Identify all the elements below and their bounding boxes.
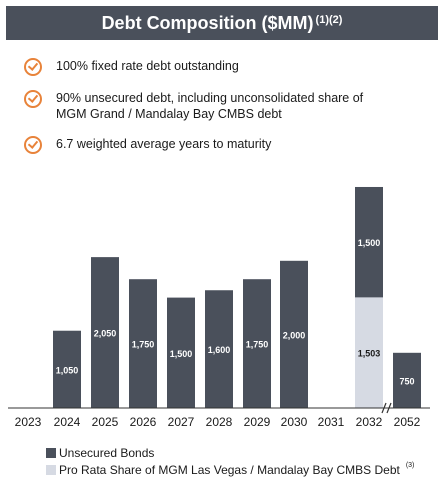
data-label-cmbs-2032: 1,503 (358, 349, 381, 359)
axis-break-mark (386, 402, 392, 414)
bar-unsecured-2024 (53, 330, 81, 408)
axis-break-mark (381, 402, 387, 414)
bar-unsecured-2026 (129, 279, 157, 408)
chart-title-footnote: (1)(2) (315, 14, 343, 26)
data-label-2028: 1,600 (208, 345, 231, 355)
legend-swatch (46, 465, 56, 475)
highlights-list: 100% fixed rate debt outstanding 90% uns… (24, 58, 434, 168)
bar-unsecured-2025 (91, 257, 119, 408)
legend-item-cmbs: Pro Rata Share of MGM Las Vegas / Mandal… (46, 461, 415, 477)
x-tick-label-2024: 2024 (54, 415, 81, 429)
x-tick-label-2023: 2023 (15, 415, 42, 429)
data-label-2025: 2,050 (94, 329, 117, 339)
x-tick-label-2031: 2031 (318, 415, 345, 429)
x-tick-label-2026: 2026 (130, 415, 157, 429)
bar-unsecured-2032 (355, 186, 383, 298)
data-label-2029: 1,750 (246, 340, 269, 350)
legend-item-unsecured: Unsecured Bonds (46, 446, 154, 460)
bar-unsecured-2030 (280, 260, 308, 408)
data-label-2027: 1,500 (170, 349, 193, 359)
highlight-item: 90% unsecured debt, including unconsolid… (24, 90, 434, 122)
data-label-2052: 750 (399, 376, 414, 386)
legend-swatch (46, 448, 56, 458)
x-tick-label-2030: 2030 (281, 415, 308, 429)
x-tick-label-2025: 2025 (92, 415, 119, 429)
check-circle-icon (24, 90, 42, 108)
check-circle-icon (24, 136, 42, 154)
x-tick-label-2027: 2027 (168, 415, 195, 429)
bar-unsecured-2052 (393, 352, 421, 408)
legend-label: Unsecured Bonds (59, 446, 155, 460)
chart-title-text: Debt Composition ($MM) (101, 12, 314, 33)
legend-label: Pro Rata Share of MGM Las Vegas / Mandal… (59, 463, 400, 477)
highlight-text: 100% fixed rate debt outstanding (56, 59, 239, 73)
bar-unsecured-2027 (167, 297, 195, 408)
x-tick-label-2052: 2052 (394, 415, 421, 429)
x-tick-label-2028: 2028 (206, 415, 233, 429)
chart-title: Debt Composition ($MM) (1)(2) (6, 6, 438, 40)
highlight-text: 90% unsecured debt, including unconsolid… (56, 91, 364, 121)
data-label-2030: 2,000 (283, 330, 306, 340)
highlight-item: 6.7 weighted average years to maturity (24, 136, 434, 154)
highlight-item: 100% fixed rate debt outstanding (24, 58, 434, 76)
check-circle-icon (24, 58, 42, 76)
bar-unsecured-2029 (243, 279, 271, 408)
data-label-2026: 1,750 (132, 340, 155, 350)
bar-cmbs-2032 (355, 297, 383, 408)
data-label-2024: 1,050 (56, 365, 79, 375)
x-tick-label-2029: 2029 (244, 415, 271, 429)
x-tick-label-2032: 2032 (356, 415, 383, 429)
legend-footnote: (3) (405, 461, 415, 469)
highlight-text: 6.7 weighted average years to maturity (56, 137, 272, 151)
data-label-2032: 1,500 (358, 238, 381, 248)
bar-unsecured-2028 (205, 290, 233, 408)
